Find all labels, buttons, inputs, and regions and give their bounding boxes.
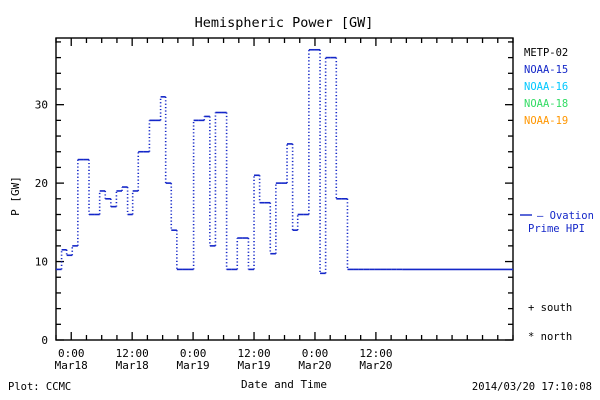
x-tick-label-time: 12:00 [116, 347, 149, 360]
y-axis-title: P [GW] [9, 176, 22, 216]
x-axis-ticks [55, 38, 514, 340]
legend-item-metp-02: METP-02 [524, 47, 568, 59]
legend-item-noaa-16: NOAA-16 [524, 81, 568, 93]
legend-marker-north: * north [528, 331, 572, 343]
page-title: Hemispheric Power [GW] [195, 15, 374, 31]
y-tick-label: 30 [35, 99, 48, 112]
x-tick-label-time: 0:00 [302, 347, 329, 360]
x-tick-label-date: Mar18 [116, 359, 149, 372]
x-tick-label-time: 0:00 [180, 347, 207, 360]
y-tick-label: 20 [35, 177, 48, 190]
x-tick-label-date: Mar19 [177, 359, 210, 372]
x-axis-title: Date and Time [241, 378, 327, 391]
legend-item-noaa-18: NOAA-18 [524, 98, 568, 110]
legend-ovation-line2: Prime HPI [528, 223, 585, 235]
x-tick-label-date: Mar20 [298, 359, 331, 372]
data-series-ovation-prime-hpi [56, 48, 513, 275]
footer-timestamp: 2014/03/20 17:10:08 [472, 381, 592, 393]
legend-marker-south: + south [528, 302, 572, 314]
legend-ovation: — Ovation Prime HPI [520, 210, 594, 235]
legend-ovation-line1: — Ovation [537, 210, 594, 222]
x-axis-tick-labels: 0:00Mar1812:00Mar180:00Mar1912:00Mar190:… [55, 347, 393, 372]
y-axis-ticks [56, 41, 513, 341]
x-tick-label-time: 0:00 [58, 347, 85, 360]
legend-item-noaa-15: NOAA-15 [524, 64, 568, 76]
legend-markers: + south * north [528, 302, 572, 343]
y-tick-label: 10 [35, 256, 48, 269]
x-tick-label-time: 12:00 [359, 347, 392, 360]
legend-item-noaa-19: NOAA-19 [524, 115, 568, 127]
x-tick-label-date: Mar20 [359, 359, 392, 372]
x-tick-label-time: 12:00 [237, 347, 270, 360]
x-tick-label-date: Mar18 [55, 359, 88, 372]
footer-plot-source: Plot: CCMC [8, 381, 71, 393]
y-tick-label: 0 [41, 334, 48, 347]
legend-satellites: METP-02 NOAA-15 NOAA-16 NOAA-18 NOAA-19 [524, 47, 568, 127]
y-axis-tick-labels: 0 10 20 30 [35, 99, 48, 347]
x-tick-label-date: Mar19 [237, 359, 270, 372]
